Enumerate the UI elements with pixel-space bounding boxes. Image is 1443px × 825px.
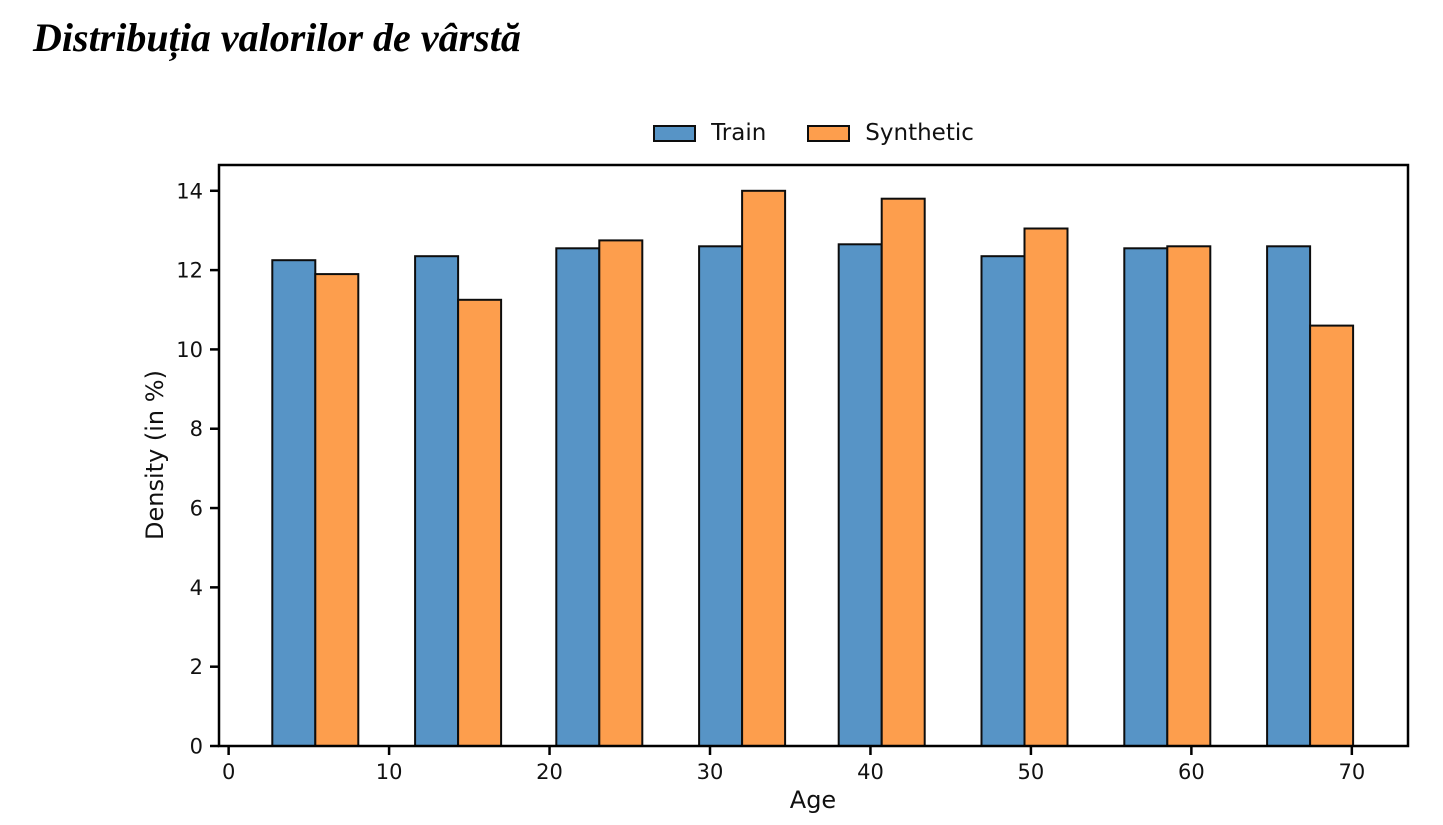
y-tick-label: 2 bbox=[190, 655, 203, 679]
y-tick-label: 4 bbox=[190, 576, 203, 600]
x-axis-label: Age bbox=[790, 786, 836, 814]
bar-synthetic-3 bbox=[741, 189, 787, 748]
plot-border bbox=[217, 163, 1410, 748]
bar-train-2 bbox=[555, 247, 601, 748]
y-axis-label: Density (in %) bbox=[141, 370, 169, 540]
y-tick-label: 0 bbox=[190, 735, 203, 759]
bar-synthetic-4 bbox=[880, 197, 926, 747]
bar-synthetic-0 bbox=[314, 273, 360, 747]
y-tick-label: 12 bbox=[176, 259, 203, 283]
bar-synthetic-7 bbox=[1309, 324, 1355, 747]
train-swatch-icon bbox=[653, 124, 697, 142]
synthetic-swatch-icon bbox=[807, 124, 851, 142]
x-tick-label: 30 bbox=[697, 760, 724, 784]
bar-train-7 bbox=[1266, 245, 1312, 748]
x-tick-label: 10 bbox=[376, 760, 403, 784]
x-tick-label: 0 bbox=[222, 760, 235, 784]
bar-train-3 bbox=[698, 245, 744, 748]
chart-title: Distribuția valorilor de vârstă bbox=[33, 15, 521, 60]
x-tick-label: 40 bbox=[857, 760, 884, 784]
bar-train-0 bbox=[271, 259, 317, 747]
y-tick-label: 6 bbox=[190, 497, 203, 521]
x-tick-label: 60 bbox=[1178, 760, 1205, 784]
axes-layer: 0 10 20 30 40 50 60 70 0 2 4 6 8 10 12 14 bbox=[176, 163, 1410, 784]
bars-layer bbox=[271, 189, 1355, 748]
legend-item-synthetic: Synthetic bbox=[807, 119, 974, 146]
y-tick-label: 10 bbox=[176, 338, 203, 362]
x-tick-label: 70 bbox=[1338, 760, 1365, 784]
bar-train-6 bbox=[1123, 247, 1169, 748]
bar-synthetic-2 bbox=[598, 239, 644, 747]
legend-label-train: Train bbox=[711, 119, 767, 146]
bar-train-4 bbox=[837, 243, 883, 748]
bar-train-1 bbox=[414, 255, 460, 747]
bar-synthetic-6 bbox=[1166, 245, 1212, 748]
bar-synthetic-1 bbox=[457, 298, 503, 747]
legend-item-train: Train bbox=[653, 119, 767, 146]
bar-train-5 bbox=[980, 255, 1026, 747]
bar-synthetic-5 bbox=[1023, 227, 1069, 747]
legend: Train Synthetic bbox=[219, 114, 1408, 152]
x-tick-label: 20 bbox=[536, 760, 563, 784]
x-tick-label: 50 bbox=[1018, 760, 1045, 784]
y-tick-label: 8 bbox=[190, 417, 203, 441]
y-tick-label: 14 bbox=[176, 179, 203, 203]
legend-label-synthetic: Synthetic bbox=[865, 119, 974, 146]
